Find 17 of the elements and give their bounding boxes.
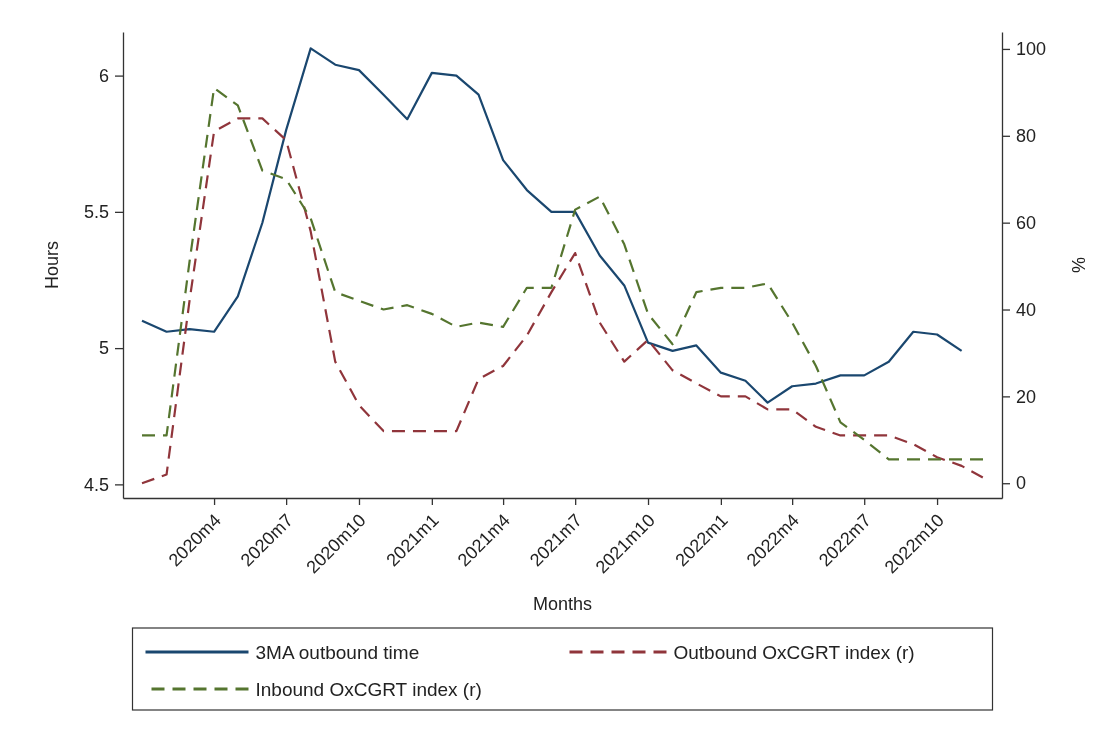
y-tick-label: 5 (98, 338, 109, 359)
y-tick-label: 4.5 (83, 474, 109, 495)
y2-tick-label: 0 (1016, 473, 1027, 494)
legend-label: 3MA outbound time (255, 641, 420, 663)
x-axis-title: Months (532, 594, 593, 615)
legend-label: Inbound OxCGRT index (r) (255, 678, 482, 700)
line-series (140, 47, 963, 404)
legend-label: Outbound OxCGRT index (r) (673, 641, 915, 663)
y2-tick-label: 20 (1016, 386, 1037, 407)
y2-axis-title: % (1067, 256, 1088, 274)
y2-tick-label: 80 (1016, 126, 1037, 147)
y2-tick-label: 100 (1016, 39, 1047, 60)
y-axis-title: Hours (42, 240, 63, 290)
y2-tick-label: 40 (1016, 299, 1037, 320)
y-tick-label: 6 (98, 65, 109, 86)
y-tick-label: 5.5 (83, 202, 109, 223)
y2-tick-label: 60 (1016, 212, 1037, 233)
